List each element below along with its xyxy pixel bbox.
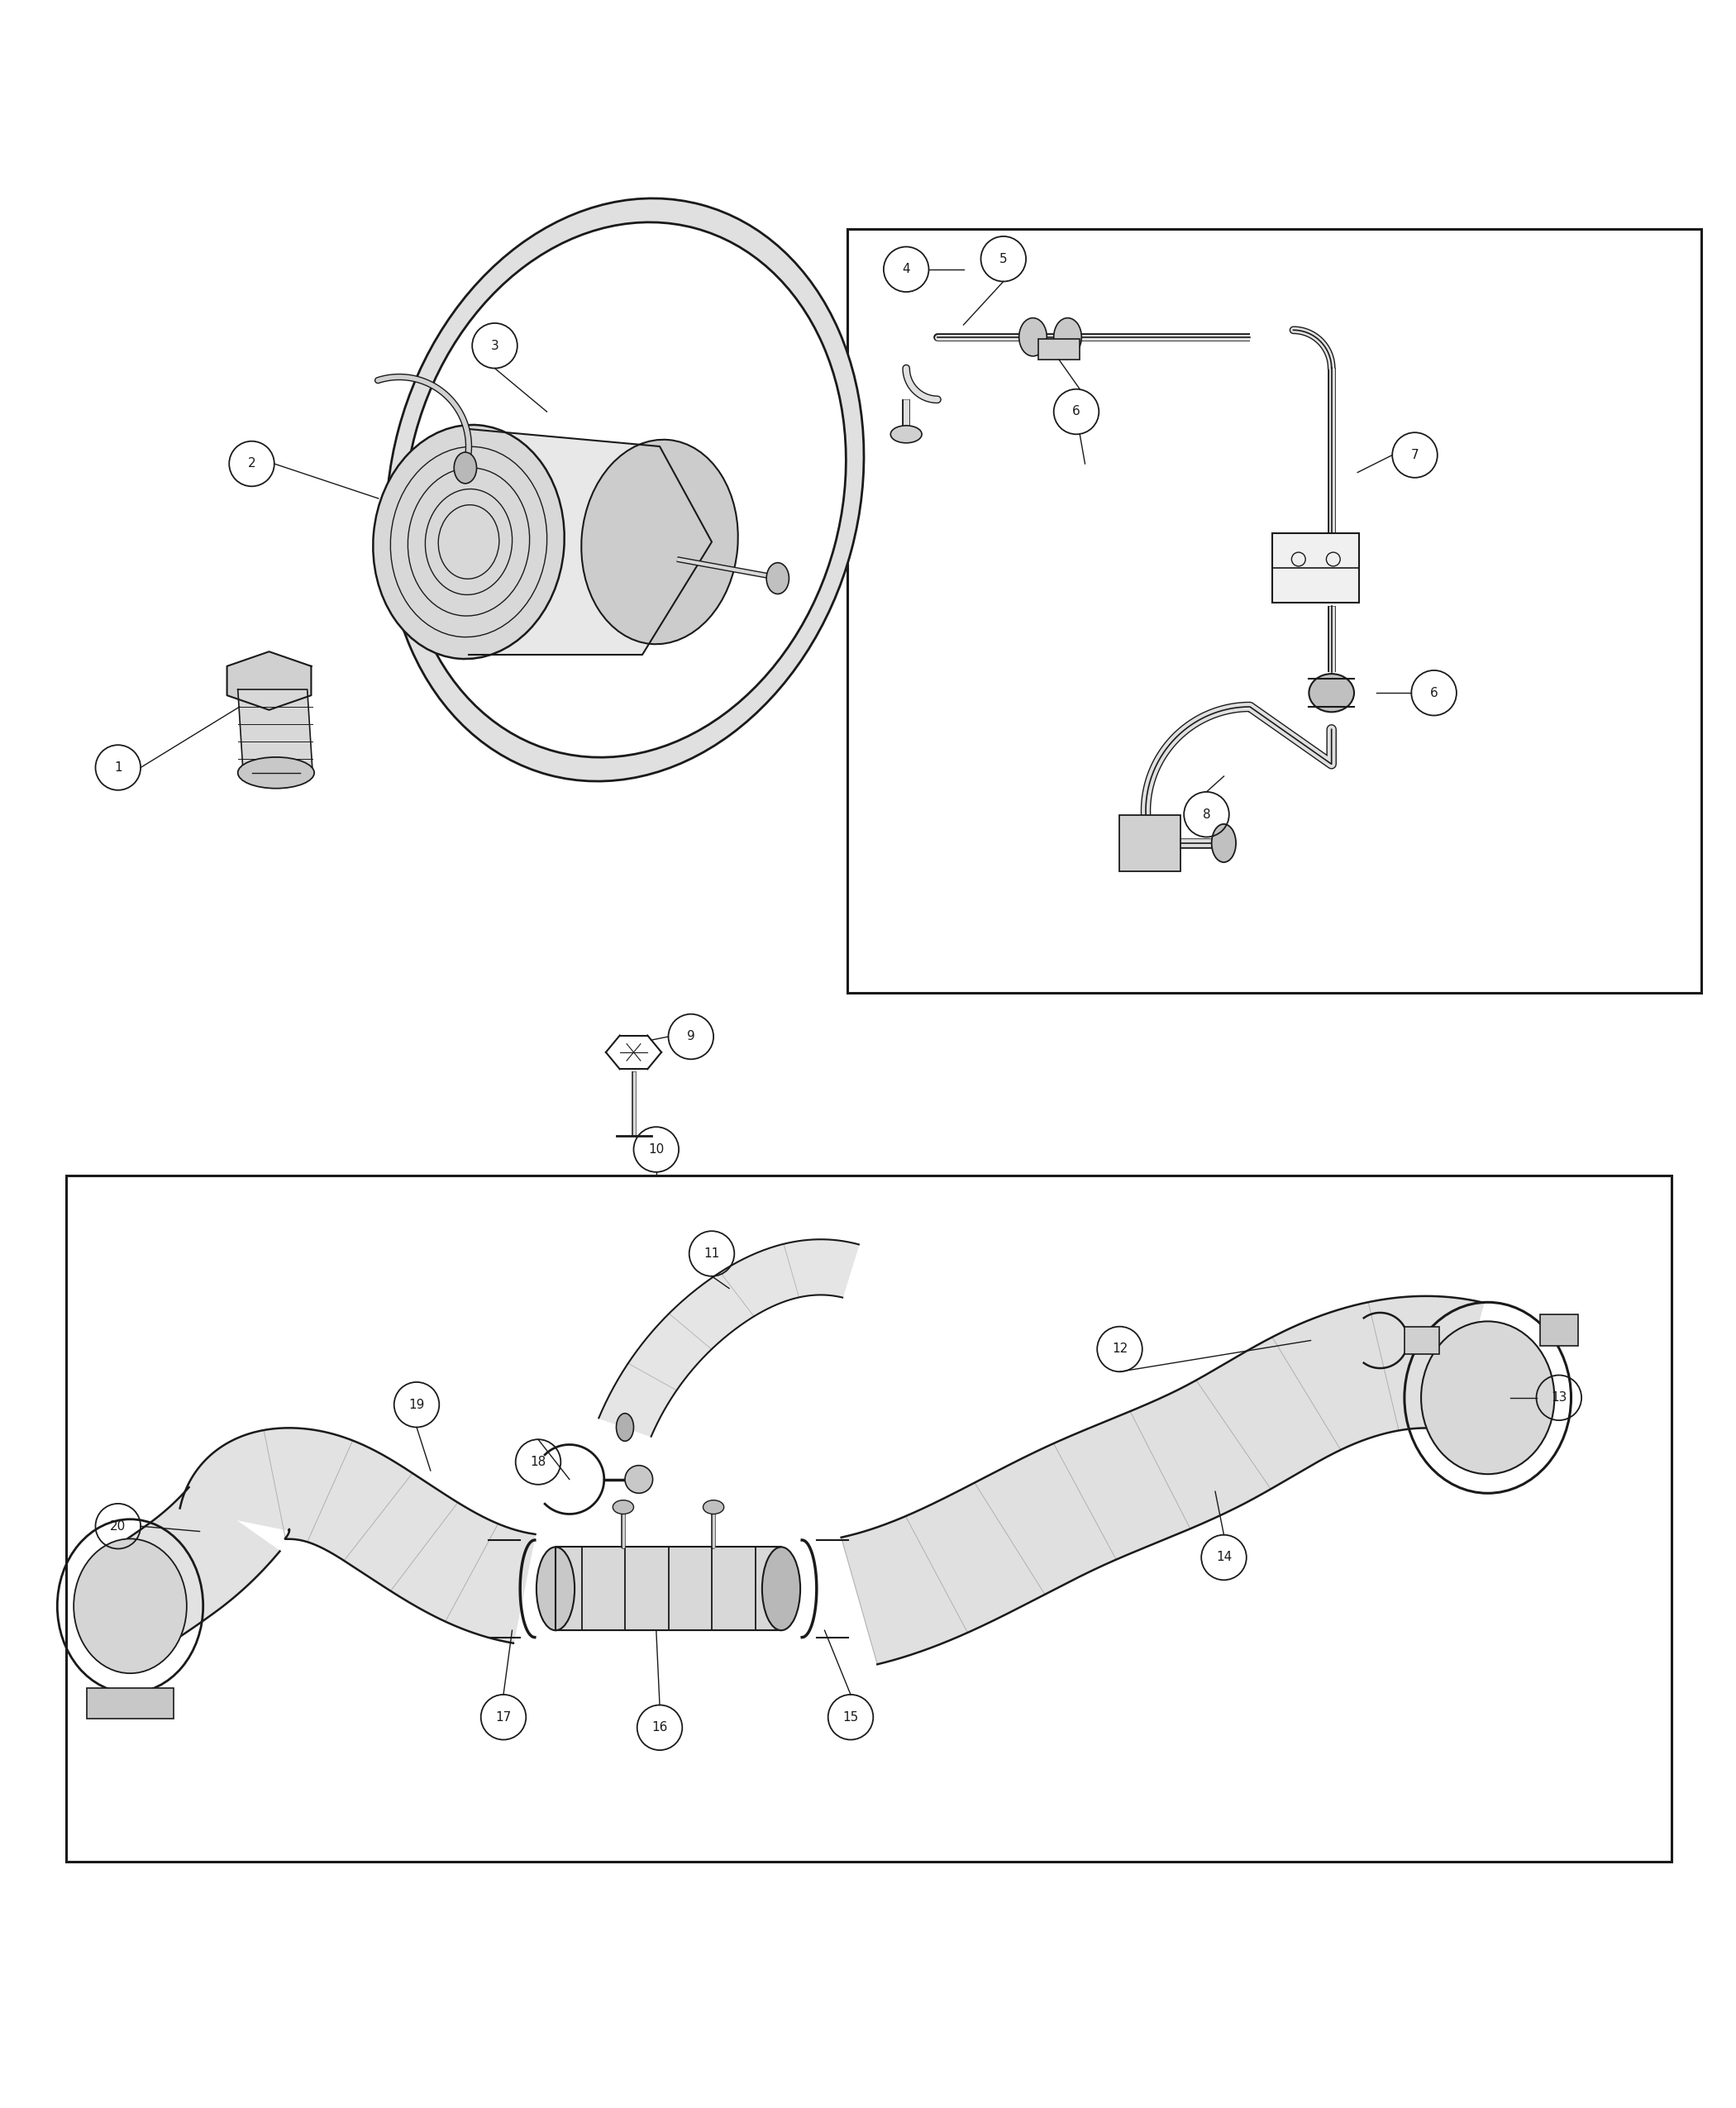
FancyBboxPatch shape <box>1272 533 1359 603</box>
Polygon shape <box>842 1296 1484 1665</box>
Ellipse shape <box>613 1501 634 1514</box>
Ellipse shape <box>1019 318 1047 356</box>
Polygon shape <box>469 430 712 656</box>
Ellipse shape <box>455 453 477 483</box>
Polygon shape <box>227 651 311 710</box>
Polygon shape <box>556 1547 781 1629</box>
Text: 18: 18 <box>529 1457 547 1467</box>
Polygon shape <box>238 689 312 772</box>
Ellipse shape <box>1212 824 1236 862</box>
Ellipse shape <box>703 1501 724 1514</box>
Text: 14: 14 <box>1215 1551 1233 1564</box>
Polygon shape <box>181 1427 535 1642</box>
Circle shape <box>625 1465 653 1492</box>
Polygon shape <box>385 198 865 782</box>
Ellipse shape <box>1422 1322 1554 1473</box>
FancyBboxPatch shape <box>1540 1315 1578 1345</box>
Text: 5: 5 <box>1000 253 1007 266</box>
Text: 15: 15 <box>842 1712 859 1724</box>
Ellipse shape <box>73 1539 187 1674</box>
Ellipse shape <box>1054 318 1082 356</box>
Text: 17: 17 <box>495 1712 512 1724</box>
Text: 20: 20 <box>109 1520 127 1533</box>
Text: 1: 1 <box>115 761 122 774</box>
Text: 16: 16 <box>651 1722 668 1733</box>
Text: 9: 9 <box>687 1031 694 1043</box>
Text: 6: 6 <box>1073 405 1080 417</box>
FancyBboxPatch shape <box>1404 1326 1439 1353</box>
Ellipse shape <box>1309 675 1354 713</box>
Text: 4: 4 <box>903 264 910 276</box>
FancyBboxPatch shape <box>1038 339 1080 360</box>
Polygon shape <box>104 1488 279 1642</box>
Text: 11: 11 <box>703 1248 720 1261</box>
Text: 6: 6 <box>1430 687 1437 700</box>
Text: 7: 7 <box>1411 449 1418 462</box>
Text: 13: 13 <box>1550 1391 1568 1404</box>
Text: 10: 10 <box>648 1143 665 1155</box>
Ellipse shape <box>762 1547 800 1629</box>
Ellipse shape <box>891 426 922 443</box>
Ellipse shape <box>373 426 564 660</box>
Polygon shape <box>599 1240 859 1436</box>
Text: 3: 3 <box>491 339 498 352</box>
Text: 8: 8 <box>1203 807 1210 820</box>
Ellipse shape <box>536 1547 575 1629</box>
Ellipse shape <box>616 1412 634 1442</box>
Text: 12: 12 <box>1111 1343 1128 1355</box>
Ellipse shape <box>582 441 738 645</box>
FancyBboxPatch shape <box>87 1689 174 1718</box>
Text: 19: 19 <box>408 1398 425 1410</box>
FancyBboxPatch shape <box>1120 816 1180 871</box>
Ellipse shape <box>238 757 314 788</box>
Text: 2: 2 <box>248 457 255 470</box>
Ellipse shape <box>767 563 788 594</box>
